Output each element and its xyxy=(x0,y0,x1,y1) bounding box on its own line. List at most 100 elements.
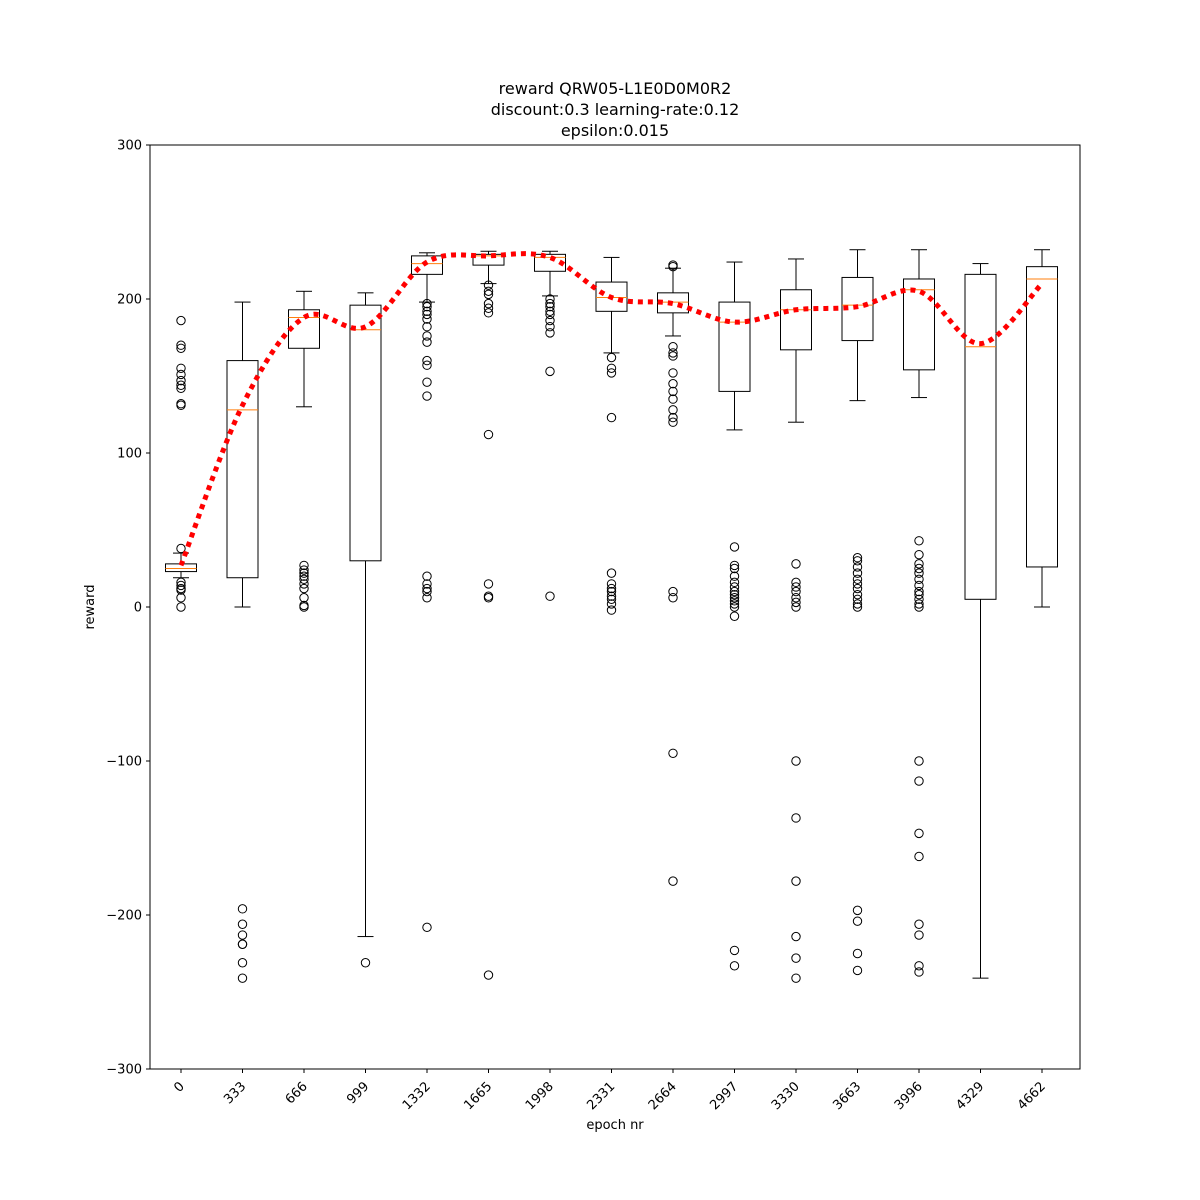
box-999 xyxy=(349,292,382,968)
outlier-point xyxy=(176,343,186,353)
x-tick-label: 4662 xyxy=(1015,1079,1049,1113)
outlier-point xyxy=(483,286,494,296)
x-tick-label: 2664 xyxy=(646,1079,680,1113)
outlier-point xyxy=(791,813,801,823)
outlier-point xyxy=(852,948,863,959)
outlier-point xyxy=(914,586,924,597)
outlier-point xyxy=(483,298,494,309)
outlier-point xyxy=(422,583,432,594)
outlier-point xyxy=(606,594,617,604)
box-3996 xyxy=(903,249,935,977)
outlier-point xyxy=(914,594,924,604)
outlier-point xyxy=(545,322,555,332)
box-2997 xyxy=(718,261,751,971)
chart-title: reward QRW05-L1E0D0M0R2 discount:0.3 lea… xyxy=(150,78,1080,141)
outlier-point xyxy=(545,309,555,320)
outlier-point xyxy=(791,559,801,569)
mean-dotted-line xyxy=(178,251,1044,567)
outlier-point xyxy=(237,904,248,914)
outlier-point xyxy=(422,331,432,341)
outlier-point xyxy=(668,417,678,427)
box-3330 xyxy=(780,258,812,983)
outlier-point xyxy=(668,386,678,397)
box-2664 xyxy=(657,260,689,886)
box-iqr xyxy=(780,289,812,351)
outlier-point xyxy=(176,375,186,386)
box-4329 xyxy=(964,263,997,979)
box-iqr xyxy=(226,360,259,579)
outlier-point xyxy=(914,776,924,786)
outlier-point xyxy=(237,939,248,949)
box-iqr xyxy=(841,276,874,342)
outlier-point xyxy=(483,579,494,589)
outlier-point xyxy=(668,342,678,352)
outlier-point xyxy=(668,748,678,758)
outlier-point xyxy=(299,565,309,575)
outlier-point xyxy=(914,930,924,940)
outlier-point xyxy=(422,306,432,317)
outlier-point xyxy=(176,400,186,410)
box-1998 xyxy=(534,250,566,601)
outlier-point xyxy=(668,348,678,358)
box-iqr xyxy=(595,281,628,312)
outlier-point xyxy=(852,589,863,600)
outlier-point xyxy=(237,930,248,940)
box-3663 xyxy=(841,249,874,976)
outlier-point xyxy=(483,429,494,440)
outlier-point xyxy=(852,574,863,584)
outlier-point xyxy=(176,602,186,612)
outlier-point xyxy=(422,355,432,366)
outlier-point xyxy=(545,315,555,326)
outlier-point xyxy=(299,579,309,589)
outlier-point xyxy=(483,593,494,603)
outlier-point xyxy=(729,577,740,588)
outlier-point xyxy=(729,602,740,612)
mean-line-layer xyxy=(178,251,1044,567)
x-axis-label: epoch nr xyxy=(586,1118,644,1133)
outlier-point xyxy=(729,593,740,603)
y-tick-label: −100 xyxy=(106,755,142,770)
x-tick-label: 1332 xyxy=(400,1079,434,1113)
outlier-point xyxy=(545,294,555,304)
outlier-point xyxy=(422,377,432,387)
outlier-point xyxy=(606,586,617,597)
outlier-point xyxy=(852,556,863,566)
outlier-point xyxy=(176,369,186,380)
outlier-point xyxy=(791,953,801,963)
outlier-point xyxy=(791,577,801,588)
outlier-point xyxy=(606,599,617,609)
y-tick-label: −200 xyxy=(106,909,142,924)
x-tick-label: 1665 xyxy=(461,1079,495,1113)
outlier-point xyxy=(176,340,186,350)
outlier-point xyxy=(545,302,555,312)
outlier-point xyxy=(729,596,740,606)
outlier-point xyxy=(729,961,740,971)
x-tick-label: 2997 xyxy=(707,1079,741,1113)
outlier-point xyxy=(914,559,924,569)
outlier-point xyxy=(852,579,863,589)
y-tick-label: 0 xyxy=(134,601,142,616)
x-tick-label: 4329 xyxy=(953,1079,987,1113)
outlier-point xyxy=(422,593,432,603)
outlier-point xyxy=(176,585,186,595)
x-tick-label: 999 xyxy=(344,1079,372,1107)
outlier-point xyxy=(668,412,678,423)
outlier-point xyxy=(729,945,740,956)
box-iqr xyxy=(1026,266,1058,568)
outlier-point xyxy=(606,352,617,363)
outlier-point xyxy=(176,383,186,394)
outlier-point xyxy=(176,363,186,373)
outlier-point xyxy=(729,599,740,609)
outlier-point xyxy=(914,589,924,600)
outlier-point xyxy=(299,593,309,603)
outlier-point xyxy=(606,579,617,589)
outlier-point xyxy=(729,560,740,571)
outlier-point xyxy=(852,562,863,572)
outlier-point xyxy=(729,589,740,600)
x-axis: 0 333 666 999 1332 1665 1998 2331 2664 2997 3330 36… xyxy=(171,1069,1049,1113)
y-tick-label: 200 xyxy=(117,293,142,308)
box-1665 xyxy=(472,250,505,980)
outlier-point xyxy=(729,611,740,621)
outlier-point xyxy=(914,536,924,546)
